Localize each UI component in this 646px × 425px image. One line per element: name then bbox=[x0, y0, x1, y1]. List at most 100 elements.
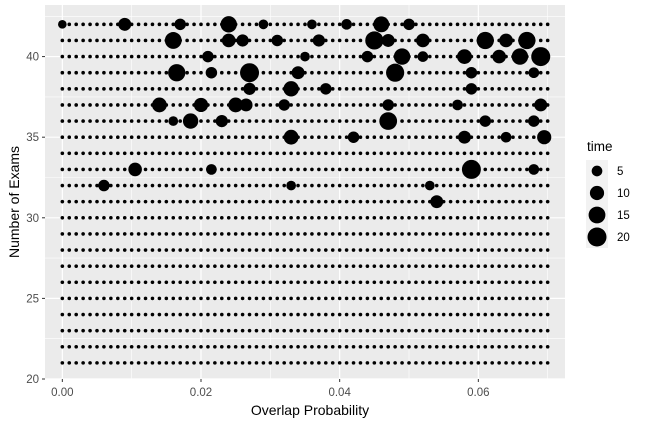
data-point bbox=[497, 248, 501, 252]
data-point bbox=[324, 264, 328, 268]
data-point bbox=[344, 232, 349, 236]
data-point-large bbox=[118, 17, 132, 31]
data-point bbox=[476, 361, 481, 365]
data-point bbox=[74, 135, 78, 139]
data-point bbox=[407, 280, 411, 285]
data-point bbox=[518, 280, 522, 285]
data-point-large bbox=[417, 51, 429, 62]
data-point bbox=[310, 280, 314, 285]
data-point bbox=[310, 344, 314, 349]
data-point bbox=[178, 183, 182, 188]
data-point bbox=[171, 22, 176, 27]
data-point bbox=[462, 183, 467, 188]
data-point bbox=[372, 183, 377, 188]
data-point bbox=[206, 183, 210, 188]
data-point bbox=[178, 199, 182, 204]
data-point bbox=[268, 280, 273, 285]
data-point bbox=[60, 151, 65, 156]
data-point bbox=[476, 312, 481, 317]
data-point bbox=[483, 87, 488, 91]
data-point bbox=[379, 151, 384, 156]
data-point bbox=[386, 135, 391, 139]
data-point bbox=[310, 183, 314, 188]
data-point bbox=[164, 183, 169, 188]
data-point bbox=[414, 232, 418, 236]
data-point bbox=[365, 151, 370, 156]
data-point bbox=[289, 54, 293, 59]
data-point bbox=[545, 312, 550, 317]
data-point bbox=[233, 248, 238, 252]
data-point bbox=[407, 183, 411, 188]
data-point bbox=[268, 54, 273, 59]
data-point bbox=[337, 296, 342, 301]
data-point bbox=[469, 361, 474, 365]
data-point bbox=[344, 248, 349, 252]
data-point bbox=[511, 167, 515, 172]
data-point bbox=[324, 167, 328, 172]
data-point bbox=[171, 312, 176, 317]
data-point bbox=[150, 87, 155, 91]
data-point bbox=[129, 151, 134, 156]
data-point bbox=[143, 54, 148, 59]
data-point bbox=[545, 296, 550, 301]
data-point-large bbox=[202, 50, 214, 63]
data-point bbox=[476, 70, 481, 75]
data-point bbox=[455, 232, 460, 236]
data-point bbox=[282, 296, 287, 301]
data-point bbox=[95, 215, 99, 220]
data-point bbox=[247, 296, 252, 301]
data-point bbox=[185, 22, 189, 27]
data-point bbox=[157, 312, 162, 317]
data-point bbox=[247, 215, 252, 220]
data-point bbox=[275, 248, 280, 252]
data-point bbox=[351, 248, 356, 252]
data-point bbox=[157, 87, 162, 91]
data-point bbox=[254, 183, 259, 188]
data-point-large bbox=[382, 99, 394, 111]
data-point bbox=[337, 199, 342, 204]
data-point-large bbox=[164, 32, 182, 49]
data-point bbox=[372, 232, 377, 236]
data-point bbox=[428, 264, 432, 268]
data-point bbox=[136, 232, 141, 236]
data-point-large bbox=[271, 34, 284, 47]
data-point bbox=[379, 103, 384, 107]
data-point bbox=[504, 199, 508, 204]
data-point bbox=[317, 119, 321, 123]
data-point bbox=[365, 119, 370, 123]
data-point bbox=[220, 328, 224, 333]
data-point bbox=[448, 328, 453, 333]
data-point bbox=[282, 248, 287, 252]
data-point bbox=[434, 328, 439, 333]
data-point bbox=[421, 70, 425, 75]
data-point bbox=[317, 54, 321, 59]
data-point bbox=[441, 135, 446, 139]
data-point bbox=[455, 183, 460, 188]
data-point bbox=[545, 248, 550, 252]
data-point bbox=[365, 70, 370, 75]
data-point bbox=[289, 199, 293, 204]
data-point bbox=[247, 183, 252, 188]
data-point bbox=[143, 296, 148, 301]
data-point bbox=[102, 312, 106, 317]
data-point bbox=[393, 232, 397, 236]
data-point bbox=[240, 22, 245, 27]
data-point bbox=[136, 22, 141, 27]
data-point bbox=[275, 344, 280, 349]
data-point bbox=[448, 280, 453, 285]
data-point bbox=[233, 344, 238, 349]
data-point bbox=[483, 70, 488, 75]
data-point bbox=[220, 232, 224, 236]
x-tick-label: 0.06 bbox=[467, 387, 489, 399]
data-point bbox=[317, 344, 321, 349]
data-point bbox=[192, 344, 196, 349]
data-point bbox=[268, 344, 273, 349]
data-point bbox=[178, 248, 182, 252]
data-point bbox=[88, 70, 92, 75]
data-point bbox=[282, 199, 287, 204]
data-point bbox=[476, 328, 481, 333]
data-point bbox=[129, 248, 134, 252]
legend-label: 15 bbox=[617, 210, 630, 222]
data-point bbox=[434, 183, 439, 188]
data-point bbox=[372, 199, 377, 204]
